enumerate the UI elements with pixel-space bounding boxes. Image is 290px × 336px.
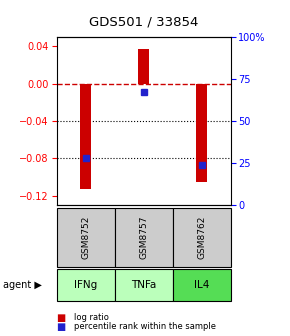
Text: GSM8762: GSM8762: [197, 216, 206, 259]
Text: GSM8752: GSM8752: [81, 216, 90, 259]
Text: TNFa: TNFa: [131, 280, 156, 290]
Bar: [80, 84, 91, 189]
Bar: [138, 49, 149, 84]
Text: IFNg: IFNg: [74, 280, 97, 290]
Text: ■: ■: [57, 322, 66, 332]
Text: ■: ■: [57, 312, 66, 323]
Text: agent ▶: agent ▶: [3, 280, 42, 290]
Text: GDS501 / 33854: GDS501 / 33854: [89, 15, 198, 28]
Text: IL4: IL4: [194, 280, 209, 290]
Bar: [196, 84, 207, 182]
Text: GSM8757: GSM8757: [139, 216, 148, 259]
Text: percentile rank within the sample: percentile rank within the sample: [74, 322, 216, 331]
Text: log ratio: log ratio: [74, 313, 109, 322]
